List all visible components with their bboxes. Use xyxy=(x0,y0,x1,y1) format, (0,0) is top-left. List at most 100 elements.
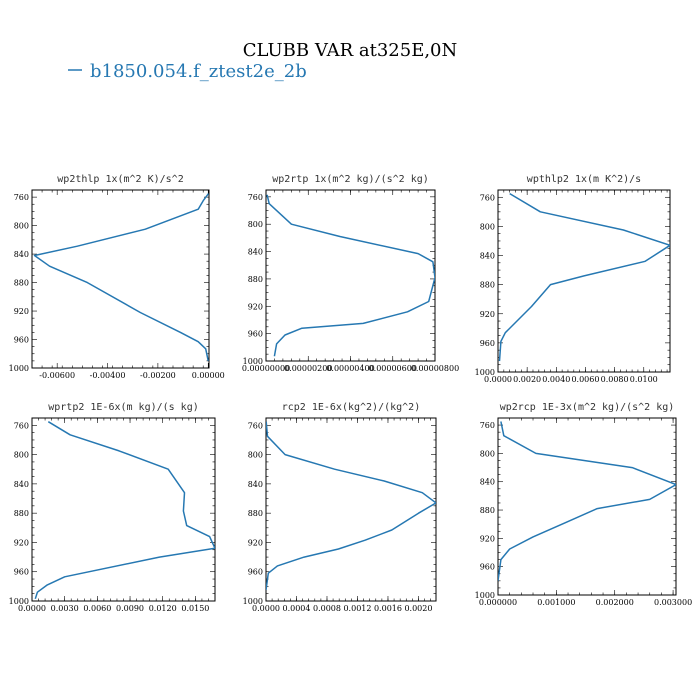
y-tick-label: 1000 xyxy=(475,368,495,377)
x-tick-label: 0.0008 xyxy=(313,604,341,613)
y-tick-label: 920 xyxy=(14,307,29,316)
y-tick-label: 800 xyxy=(14,451,29,460)
x-tick-label: 0.00000000 xyxy=(242,364,290,373)
y-tick-label: 800 xyxy=(14,222,29,231)
x-tick-label: 0.0100 xyxy=(630,375,658,384)
panel-title: wp2rtp 1x(m^2 kg)/(s^2 kg) xyxy=(272,174,429,185)
y-tick-label: 1000 xyxy=(9,364,29,373)
x-tick-label: 0.00000 xyxy=(192,371,225,380)
y-tick-label: 960 xyxy=(480,339,495,348)
y-tick-label: 960 xyxy=(248,568,263,577)
y-tick-label: 880 xyxy=(248,275,263,284)
y-tick-label: 920 xyxy=(248,538,263,547)
x-tick-label: 0.0012 xyxy=(343,604,371,613)
y-tick-label: 960 xyxy=(14,336,29,345)
x-tick-label: 0.0004 xyxy=(282,604,310,613)
plot-frame xyxy=(497,417,677,596)
plot-frame xyxy=(265,189,436,362)
y-tick-label: 920 xyxy=(480,310,495,319)
panel-3: wpthlp2 1x(m K^2)/s 760 800 840 880 920 960 100… xyxy=(475,174,671,384)
x-tick-label: 0.000000 xyxy=(479,598,517,607)
panel-1: wp2thlp 1x(m^2 K)/s^2 760 800 840 880 920 960 1… xyxy=(9,174,225,380)
y-tick-label: 800 xyxy=(480,222,495,231)
x-tick-label: 0.0060 xyxy=(571,375,599,384)
y-tick-label: 960 xyxy=(480,563,495,572)
x-tick-label: 0.0020 xyxy=(513,375,541,384)
y-tick-label: 840 xyxy=(480,478,495,487)
series-line xyxy=(266,194,435,357)
y-tick-label: 760 xyxy=(14,193,29,202)
x-tick-label: 0.0060 xyxy=(83,604,111,613)
panel-title: wprtp2 1E-6x(m kg)/(s kg) xyxy=(48,402,199,413)
x-tick-label: 0.0016 xyxy=(374,604,402,613)
x-tick-label: 0.00000200 xyxy=(284,364,332,373)
x-tick-label: -0.00200 xyxy=(140,371,176,380)
panel-2: wp2rtp 1x(m^2 kg)/(s^2 kg) 760 800 840 880 92… xyxy=(242,174,459,373)
y-tick-label: 760 xyxy=(248,421,263,430)
y-tick-label: 840 xyxy=(480,252,495,261)
y-tick-label: 920 xyxy=(248,302,263,311)
y-tick-label: 1000 xyxy=(243,597,263,606)
y-tick-label: 800 xyxy=(248,451,263,460)
x-tick-label: -0.00600 xyxy=(39,371,75,380)
figure-title: CLUBB VAR at325E,0N xyxy=(243,40,458,61)
series-line xyxy=(33,193,209,362)
y-tick-label: 880 xyxy=(248,509,263,518)
y-tick-label: 960 xyxy=(248,330,263,339)
y-tick-label: 880 xyxy=(480,281,495,290)
plot-frame xyxy=(497,189,671,373)
x-tick-label: 0.001000 xyxy=(537,598,575,607)
y-tick-label: 840 xyxy=(14,250,29,259)
panel-5: rcp2 1E-6x(kg^2)/(kg^2) 760 800 840 880 920 96… xyxy=(243,402,437,613)
series-line xyxy=(498,192,670,362)
x-tick-label: 0.003000 xyxy=(654,598,692,607)
panel-title: rcp2 1E-6x(kg^2)/(kg^2) xyxy=(282,402,420,413)
x-tick-label: 0.0120 xyxy=(149,604,177,613)
y-tick-label: 880 xyxy=(14,279,29,288)
y-tick-label: 960 xyxy=(14,568,29,577)
series-line xyxy=(498,421,676,581)
y-tick-label: 880 xyxy=(14,509,29,518)
y-tick-label: 760 xyxy=(14,421,29,430)
x-tick-label: 0.0000 xyxy=(18,604,46,613)
x-tick-label: 0.00000400 xyxy=(326,364,374,373)
x-tick-label: 0.002000 xyxy=(596,598,634,607)
y-tick-label: 880 xyxy=(480,506,495,515)
x-tick-label: -0.00400 xyxy=(90,371,126,380)
x-tick-label: 0.0020 xyxy=(404,604,432,613)
y-tick-label: 840 xyxy=(248,248,263,257)
x-tick-label: 0.0090 xyxy=(116,604,144,613)
x-tick-label: 0.00000800 xyxy=(411,364,459,373)
panel-title: wpthlp2 1x(m K^2)/s xyxy=(527,174,641,185)
x-tick-label: 0.0030 xyxy=(51,604,79,613)
legend-label: b1850.054.f_ztest2e_2b xyxy=(90,61,307,82)
x-tick-label: 0.0000 xyxy=(252,604,280,613)
y-tick-label: 800 xyxy=(248,220,263,229)
y-tick-label: 800 xyxy=(480,449,495,458)
x-tick-label: 0.00000600 xyxy=(369,364,417,373)
x-tick-label: 0.0000 xyxy=(484,375,512,384)
y-tick-label: 760 xyxy=(480,421,495,430)
panel-grid: wp2thlp 1x(m^2 K)/s^2 760 800 840 880 920 960 1… xyxy=(9,174,693,613)
plot-frame xyxy=(31,417,216,602)
panel-6: wp2rcp 1E-3x(m^2 kg)/(s^2 kg) 760 800 840 88… xyxy=(475,402,693,607)
y-tick-label: 1000 xyxy=(9,597,29,606)
panel-title: wp2rcp 1E-3x(m^2 kg)/(s^2 kg) xyxy=(500,402,675,413)
y-tick-label: 920 xyxy=(14,538,29,547)
series-line xyxy=(266,421,436,591)
y-tick-label: 840 xyxy=(14,480,29,489)
x-tick-label: 0.0080 xyxy=(601,375,629,384)
panel-title: wp2thlp 1x(m^2 K)/s^2 xyxy=(57,174,183,185)
y-tick-label: 840 xyxy=(248,480,263,489)
y-tick-label: 1000 xyxy=(243,357,263,366)
series-line xyxy=(34,421,215,600)
y-tick-label: 1000 xyxy=(475,591,495,600)
y-tick-label: 760 xyxy=(480,193,495,202)
plot-frame xyxy=(265,417,437,602)
plot-frame xyxy=(31,189,210,369)
x-tick-label: 0.0150 xyxy=(181,604,209,613)
y-tick-label: 760 xyxy=(248,193,263,202)
panel-4: wprtp2 1E-6x(m kg)/(s kg) 760 800 840 880 920… xyxy=(9,402,216,613)
y-tick-label: 920 xyxy=(480,534,495,543)
